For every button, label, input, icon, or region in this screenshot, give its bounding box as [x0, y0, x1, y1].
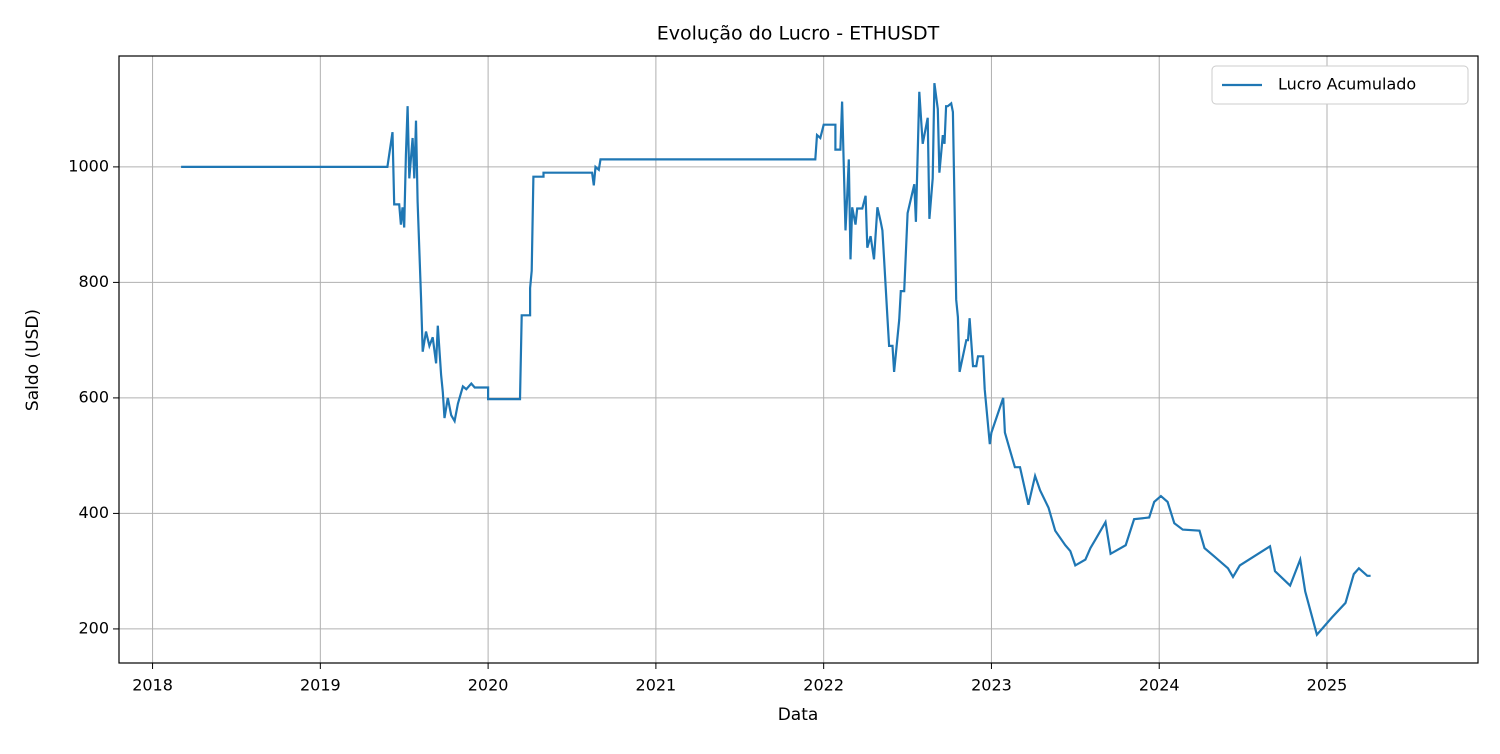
y-tick-label: 1000 [68, 156, 109, 175]
y-tick-label: 800 [78, 272, 109, 291]
legend-box [1211, 65, 1469, 105]
x-tick-label: 2019 [300, 676, 341, 695]
data-line [181, 82, 1371, 637]
chart-title: Evolução do Lucro - ETHUSDT [657, 23, 940, 45]
x-tick-label: 2022 [803, 676, 844, 695]
x-tick-label: 2025 [1307, 676, 1348, 695]
y-tick-label: 200 [78, 618, 109, 637]
x-tick-label: 2020 [468, 676, 509, 695]
x-tick-label: 2023 [971, 676, 1012, 695]
y-tick-label: 600 [78, 387, 109, 406]
x-tick-label: 2021 [636, 676, 677, 695]
y-tick-label: 400 [78, 503, 109, 522]
x-axis-label: Data [778, 705, 819, 725]
x-tick-label: 2024 [1139, 676, 1180, 695]
x-tick-label: 2018 [132, 676, 173, 695]
plot-frame [118, 55, 1479, 664]
legend-label: Lucro Acumulado [1278, 75, 1416, 94]
y-axis-label: Saldo (USD) [23, 309, 43, 411]
